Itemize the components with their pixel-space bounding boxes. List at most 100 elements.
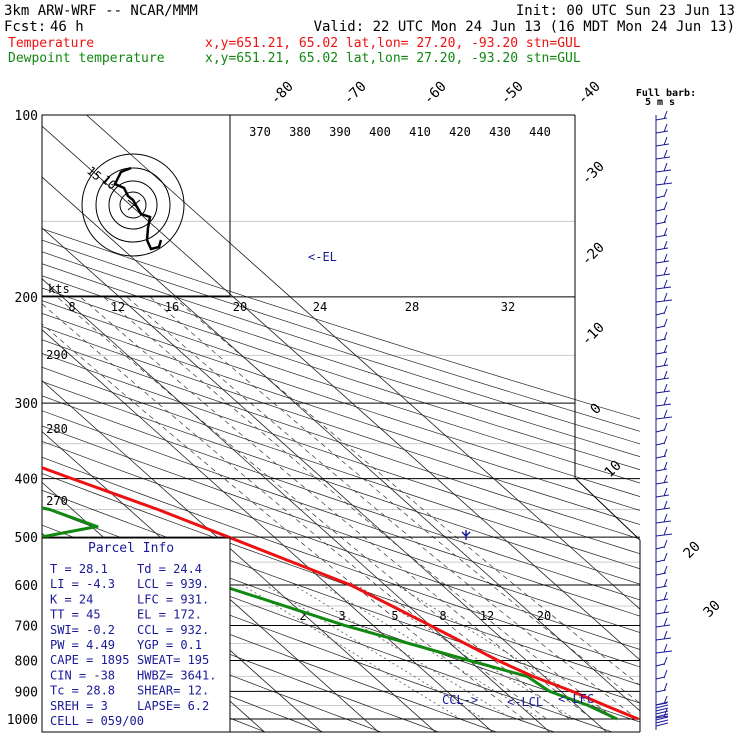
wind-barb — [655, 708, 669, 719]
wind-barb — [655, 713, 669, 718]
hodograph-speed-label: 32 — [501, 300, 515, 314]
lcl-annotation: <-LCL — [507, 695, 543, 709]
hodograph-ring — [81, 153, 185, 257]
parcel-info-key: LI = -4.3 — [50, 577, 115, 591]
init-time: Init: 00 UTC Sun 23 Jun 13 — [516, 3, 735, 19]
wind-barb — [655, 435, 668, 446]
hodograph-ring — [119, 191, 147, 219]
parcel-info-key: TT = 45 — [50, 608, 101, 622]
isotherm-line — [42, 329, 493, 732]
isotherm-label: -40 — [575, 79, 604, 108]
parcel-info-value: CCL = 932. — [137, 623, 209, 637]
wind-barb — [655, 630, 672, 641]
pressure-axis-labels: 100 200 300 400 500 600 700 800 900 1000 — [7, 109, 38, 728]
theta-left-label: 280 — [46, 422, 68, 436]
hodograph-speed-label: 20 — [233, 300, 247, 314]
parcel-info-value: YGP = 0.1 — [137, 638, 202, 652]
dry-adiabat-line — [42, 473, 640, 686]
dry-adiabat-line — [42, 275, 640, 471]
parcel-info-rows: T = 28.1 Td = 24.4 LI = -4.3 LCL = 939. K = … — [50, 562, 216, 728]
wind-barb — [655, 617, 671, 628]
dry-adiabat-line — [42, 381, 640, 585]
mixing-ratio-label: 2 — [299, 609, 306, 623]
dry-adiabat-line — [42, 395, 640, 601]
dry-adiabat-line — [42, 313, 640, 511]
dry-adiabat-line — [42, 410, 640, 617]
pressure-tick-label: 200 — [15, 291, 38, 306]
wind-barb — [655, 214, 668, 225]
hodograph-ring — [95, 167, 171, 243]
isotherm-line — [85, 115, 640, 610]
parcel-info-key: PW = 4.49 — [50, 638, 115, 652]
wind-barb — [655, 344, 668, 355]
wind-barb — [655, 292, 673, 303]
wind-barb — [655, 552, 668, 563]
dry-adiabat-line — [42, 600, 381, 732]
wind-barb — [655, 305, 668, 316]
dewpoint-location: x,y=651.21, 65.02 lat,lon= 27.20, -93.20… — [205, 51, 581, 66]
dry-adiabat-line — [42, 251, 640, 445]
parcel-info-value: SWEAT= 195 — [137, 653, 209, 667]
wind-barb — [655, 704, 669, 709]
hodograph: 15 10 — [81, 153, 185, 257]
isotherm-label: 0 — [588, 401, 605, 418]
dry-adiabat-line — [42, 580, 439, 732]
parcel-marker — [461, 530, 471, 540]
wind-barb — [655, 331, 668, 342]
dry-adiabat-line — [42, 239, 640, 432]
dry-adiabat-line — [42, 425, 640, 633]
wind-barb — [655, 578, 668, 589]
wind-barb — [655, 722, 669, 727]
model-title: 3km ARW-WRF -- NCAR/MMM — [4, 3, 198, 19]
isotherm-label: -60 — [421, 79, 450, 108]
pressure-tick-label: 600 — [15, 579, 38, 594]
parcel-info-key: SWI= -0.2 — [50, 623, 115, 637]
temperature-location: x,y=651.21, 65.02 lat,lon= 27.20, -93.20… — [205, 36, 581, 51]
parcel-info-value: SHEAR= 12. — [137, 684, 209, 698]
isotherm-label: -30 — [579, 159, 608, 188]
isotherm-label: -70 — [341, 79, 370, 108]
ccl-annotation: CCL-> — [442, 693, 478, 707]
dry-adiabat-line — [42, 440, 640, 650]
wind-barb — [655, 227, 668, 238]
parcel-info-value: Td = 24.4 — [137, 562, 202, 576]
parcel-info-value: LCL = 939. — [137, 577, 209, 591]
theta-label: 410 — [409, 125, 431, 139]
dry-adiabat-line — [42, 326, 640, 525]
theta-label: 370 — [249, 125, 271, 139]
fcst-label: Fcst: — [4, 19, 46, 35]
wind-barb — [655, 188, 668, 199]
pressure-tick-label: 800 — [15, 654, 38, 669]
temperature-series-line — [42, 466, 639, 721]
dry-adiabat-line — [42, 456, 640, 668]
wind-barb — [655, 279, 672, 290]
wind-barb — [655, 253, 670, 264]
wind-barb — [655, 201, 668, 212]
mixing-ratio-label: 5 — [391, 609, 398, 623]
wind-barb — [655, 409, 673, 420]
isotherm-line — [42, 176, 640, 712]
wind-barb — [655, 461, 668, 472]
parcel-info-key: SREH = 3 — [50, 699, 108, 713]
wind-barb — [655, 175, 673, 186]
valid-time: Valid: 22 UTC Mon 24 Jun 13 (16 MDT Mon … — [314, 19, 735, 35]
theta-left-labels: 290 280 270 — [46, 348, 68, 508]
dry-adiabat-line — [42, 300, 640, 497]
hodograph-speed-label: 24 — [313, 300, 327, 314]
fcst-value: 46 h — [50, 19, 84, 35]
wind-barb — [655, 487, 670, 498]
barb-legend-unit: 5 m s — [645, 97, 675, 108]
wind-barb — [655, 565, 668, 576]
isotherm-line — [42, 380, 436, 732]
plot-right-slant — [574, 477, 641, 541]
wind-barb — [655, 357, 669, 368]
pressure-tick-label: 900 — [15, 685, 38, 700]
dry-adiabat-line — [42, 263, 640, 458]
mixing-ratio-label: 12 — [480, 609, 494, 623]
wind-barb — [655, 396, 672, 407]
wind-barb — [655, 539, 668, 550]
wind-barb — [655, 110, 668, 121]
hodograph-unit-label: kts — [48, 282, 70, 296]
wind-barb — [655, 318, 668, 329]
